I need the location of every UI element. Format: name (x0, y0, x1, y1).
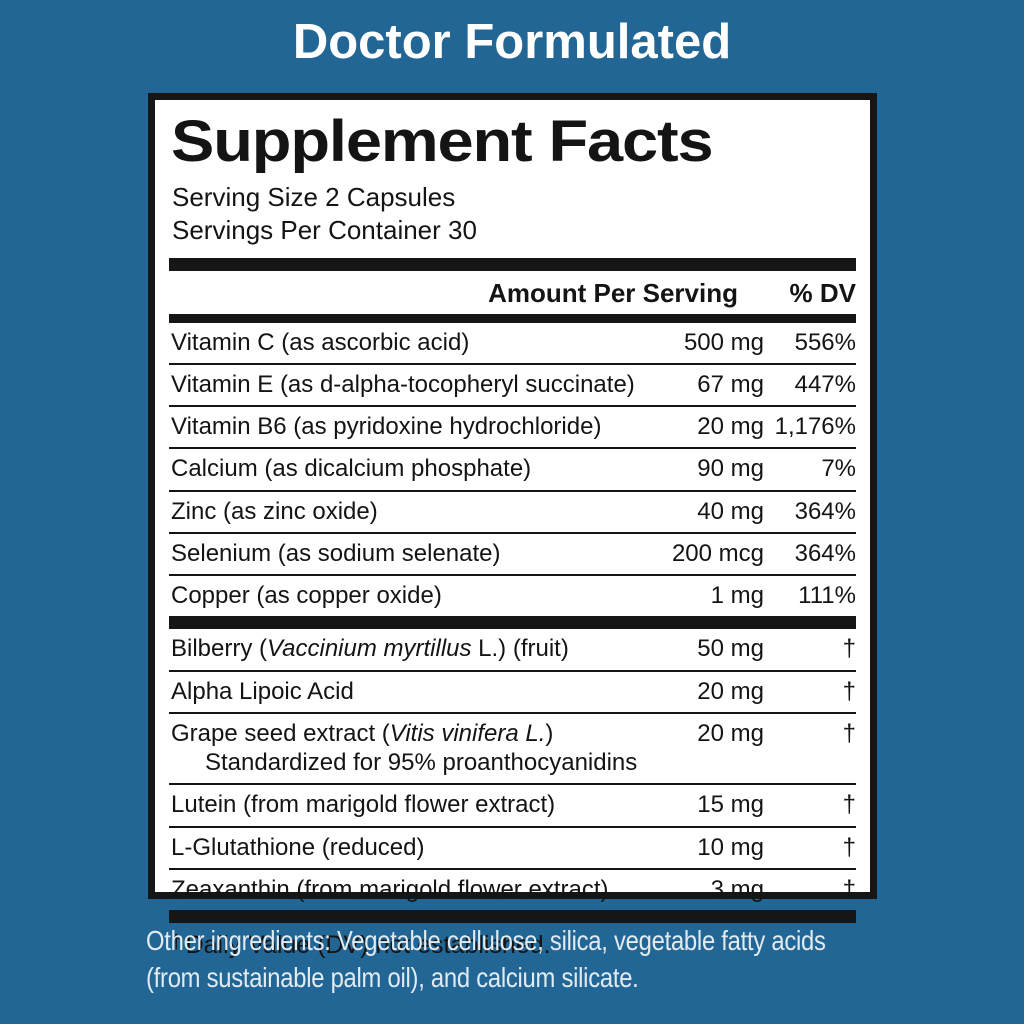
standardization-note: Standardized for 95% proanthocyanidins (205, 749, 638, 777)
page-title: Doctor Formulated (292, 15, 732, 69)
other-ingredients: Other ingredients: Vegetable cellulose, … (146, 923, 946, 997)
table-row: Alpha Lipoic Acid 20 mg † (169, 669, 856, 712)
ingredient-name-text: ) (545, 719, 554, 747)
dv-value: 364% (794, 539, 856, 567)
ingredient-name-text: L-Glutathione (reduced) (171, 833, 425, 861)
column-header-dv: % DV (789, 277, 856, 308)
amount-value: 10 mg (697, 833, 764, 861)
ingredient-name: Vitamin B6 (as pyridoxine hydrochloride) (169, 412, 642, 441)
divider-bar (169, 257, 856, 271)
amount-value: 67 mg (697, 370, 764, 398)
table-row: Vitamin E (as d-alpha-tocopheryl succina… (169, 362, 856, 405)
botanical-latin-name: Vaccinium myrtillus (267, 635, 472, 663)
ingredient-name: Vitamin E (as d-alpha-tocopheryl succina… (169, 370, 642, 399)
vitamins-minerals-section: Vitamin C (as ascorbic acid) 500 mg 556%… (169, 323, 856, 617)
dv-value: † (842, 677, 856, 705)
table-row: Vitamin B6 (as pyridoxine hydrochloride)… (169, 405, 856, 447)
supplement-facts-title: Supplement Facts (171, 109, 714, 174)
botanical-latin-name: Vitis vinifera L. (389, 719, 546, 747)
amount-value: 500 mg (683, 328, 764, 356)
ingredient-name-text: Lutein (from marigold flower extract) (171, 791, 556, 819)
dv-value: 111% (798, 582, 856, 610)
amount-value: 1 mg (710, 582, 764, 610)
table-row: Zeaxanthin (from marigold flower extract… (169, 867, 856, 910)
ingredient-name: Zeaxanthin (from marigold flower extract… (169, 875, 642, 904)
table-header-row: Amount Per Serving % DV (169, 271, 856, 314)
table-row: Vitamin C (as ascorbic acid) 500 mg 556% (169, 323, 856, 363)
amount-value: 90 mg (697, 455, 764, 483)
amount-value: 200 mcg (671, 539, 764, 567)
ingredient-name: Lutein (from marigold flower extract) (169, 790, 642, 819)
other-ingredients-line: Other ingredients: Vegetable cellulose, … (146, 925, 826, 956)
ingredient-name: Vitamin C (as ascorbic acid) (169, 328, 642, 357)
dv-value: † (842, 719, 856, 747)
ingredient-name-text: L.) (fruit) (471, 635, 569, 663)
ingredient-name-text: Vitamin B6 (as pyridoxine hydrochloride) (171, 413, 602, 441)
table-row: L-Glutathione (reduced) 10 mg † (169, 825, 856, 868)
ingredient-name-text: Alpha Lipoic Acid (171, 677, 354, 705)
ingredient-name: Copper (as copper oxide) (169, 581, 642, 610)
amount-value: 20 mg (697, 677, 764, 705)
ingredient-name-text: Vitamin E (as d-alpha-tocopheryl succina… (171, 370, 635, 398)
ingredient-name-text: Zinc (as zinc oxide) (171, 497, 378, 525)
divider-bar (169, 616, 856, 630)
dv-value: † (842, 833, 856, 861)
table-row: Calcium (as dicalcium phosphate) 90 mg 7… (169, 447, 856, 489)
ingredient-name: Grape seed extract (Vitis vinifera L.) S… (169, 719, 642, 778)
dv-value: 7% (821, 455, 856, 483)
table-row: Zinc (as zinc oxide) 40 mg 364% (169, 489, 856, 532)
ingredient-name-text: Selenium (as sodium selenate) (171, 539, 501, 567)
other-ingredients-line: (from sustainable palm oil), and calcium… (146, 961, 639, 993)
table-row: Selenium (as sodium selenate) 200 mcg 36… (169, 531, 856, 574)
divider-bar (169, 313, 856, 323)
ingredient-name: Bilberry (Vaccinium myrtillus L.) (fruit… (169, 634, 642, 663)
column-header-amount: Amount Per Serving (488, 277, 738, 308)
ingredient-name: L-Glutathione (reduced) (169, 833, 642, 862)
dv-value: 447% (794, 370, 856, 398)
dv-value: † (842, 875, 856, 903)
botanicals-section: Bilberry (Vaccinium myrtillus L.) (fruit… (169, 629, 856, 910)
serving-size: Serving Size 2 Capsules (172, 182, 456, 212)
table-row: Lutein (from marigold flower extract) 15… (169, 783, 856, 825)
amount-value: 3 mg (710, 875, 764, 903)
supplement-facts-panel: Supplement Facts Serving Size 2 Capsules… (148, 93, 877, 959)
ingredient-name: Selenium (as sodium selenate) (169, 539, 642, 568)
ingredient-name-text: Copper (as copper oxide) (171, 582, 442, 610)
ingredient-name-text: Grape seed extract ( (171, 719, 390, 747)
ingredient-name-text: Calcium (as dicalcium phosphate) (171, 455, 532, 483)
amount-value: 40 mg (697, 497, 764, 525)
table-row: Bilberry (Vaccinium myrtillus L.) (fruit… (169, 629, 856, 669)
footnote-text: Daily Value (DV) not established. (185, 931, 551, 960)
ingredient-name-text: Bilberry ( (171, 635, 268, 663)
table-row: Grape seed extract (Vitis vinifera L.) S… (169, 711, 856, 784)
dv-value: 364% (794, 497, 856, 525)
dv-value: † (842, 791, 856, 819)
ingredient-name: Zinc (as zinc oxide) (169, 497, 642, 526)
ingredient-name-text: Vitamin C (as ascorbic acid) (171, 328, 470, 356)
dv-value: † (842, 635, 856, 663)
daily-value-footnote: † Daily Value (DV) not established. (169, 923, 856, 960)
ingredient-name: Calcium (as dicalcium phosphate) (169, 454, 642, 483)
servings-per-container: Servings Per Container 30 (172, 215, 477, 246)
amount-value: 50 mg (697, 635, 764, 663)
amount-value: 15 mg (697, 791, 764, 819)
dv-value: 556% (794, 328, 856, 356)
table-row: Copper (as copper oxide) 1 mg 111% (169, 574, 856, 616)
dagger-symbol: † (171, 932, 182, 954)
amount-value: 20 mg (697, 719, 764, 747)
dv-value: 1,176% (774, 413, 856, 441)
divider-bar (169, 910, 856, 924)
ingredient-name: Alpha Lipoic Acid (169, 677, 642, 706)
amount-value: 20 mg (697, 413, 764, 441)
ingredient-name-text: Zeaxanthin (from marigold flower extract… (171, 875, 609, 903)
